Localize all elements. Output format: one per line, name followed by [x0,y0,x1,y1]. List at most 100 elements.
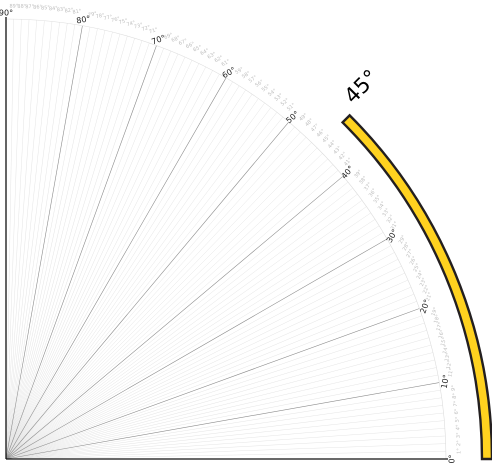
major-ray [5,308,420,460]
minor-tick-label: 34° [377,200,387,211]
minor-ray [5,131,301,460]
minor-ray [5,20,37,460]
minor-tick-label: 75° [118,18,129,26]
minor-tick-label: 8° [452,392,459,399]
minor-ray [5,24,76,460]
minor-ray [5,206,367,460]
minor-ray [5,225,380,460]
minor-tick-label: 35° [372,194,382,205]
minor-tick-label: 38° [358,175,368,186]
minor-ray [5,153,323,460]
minor-ray [5,212,371,460]
minor-tick-label: 1° [456,448,462,454]
minor-tick-label: 72° [141,24,152,33]
minor-ray [5,98,259,460]
minor-tick-label: 78° [95,12,105,20]
major-tick-label: 20° [418,298,431,314]
minor-tick-labels: 1°2°3°4°5°6°7°8°9°11°12°13°14°15°16°17°1… [9,3,462,454]
minor-ray [5,60,193,460]
minor-ray [5,435,446,460]
minor-tick-label: 14° [442,344,450,355]
minor-tick-label: 64° [199,47,210,56]
minor-ray [5,32,113,460]
minor-ray [5,19,30,460]
minor-tick-label: 89° [9,3,18,9]
minor-tick-label: 13° [444,352,452,362]
minor-ray [5,412,444,460]
minor-tick-label: 76° [111,16,122,24]
minor-ray [5,301,417,460]
minor-ray [5,232,384,460]
minor-ray [5,181,349,460]
minor-ray [5,50,172,460]
minor-ray [5,21,53,460]
minor-tick-label: 71° [148,27,159,36]
minor-tick-label: 52° [280,97,291,107]
minor-ray [5,164,334,460]
minor-ray [5,70,213,460]
minor-ray [5,66,206,460]
minor-tick-label: 31° [390,220,400,231]
minor-ray [5,374,438,460]
minor-tick-label: 39° [353,169,364,180]
minor-rays [5,19,446,460]
highlight-angle-label: 45° [340,65,383,108]
minor-ray [5,315,423,460]
minor-ray [5,74,220,460]
minor-ray [5,219,376,460]
minor-ray [5,53,179,460]
major-ray [5,238,388,460]
minor-tick-label: 66° [185,41,196,50]
minor-ray [5,116,284,460]
minor-tick-label: 19° [431,306,440,317]
minor-tick-label: 87° [25,4,35,10]
minor-ray [5,102,265,460]
major-tick-label: 10° [440,374,451,390]
minor-tick-label: 85° [41,5,51,12]
major-rays [5,25,440,460]
major-ray [5,45,157,460]
minor-ray [5,94,253,460]
minor-tick-label: 67° [178,38,189,47]
highlight-arc-band [340,113,492,461]
minor-tick-label: 16° [438,329,446,340]
minor-ray [5,359,435,460]
minor-tick-label: 43° [332,145,343,156]
minor-tick-label: 23° [419,276,428,287]
minor-tick-label: 36° [368,187,378,198]
minor-ray [5,107,271,460]
minor-tick-label: 42° [338,151,349,162]
minor-tick-label: 53° [274,92,285,102]
minor-ray [5,30,106,460]
minor-ray [5,137,307,460]
minor-ray [5,252,395,460]
minor-ray [5,112,278,460]
major-tick-label: 80° [76,14,92,25]
minor-tick-label: 61° [221,58,232,68]
minor-tick-label: 65° [192,44,203,53]
minor-ray [5,23,68,460]
minor-ray [5,40,143,460]
major-ray [5,175,344,460]
minor-tick-label: 3° [456,432,462,438]
minor-tick-label: 45° [321,133,332,144]
minor-ray [5,286,412,460]
minor-tick-label: 32° [386,213,396,224]
minor-tick-label: 33° [381,207,391,218]
major-tick-label: 0° [448,454,457,463]
minor-tick-label: 44° [327,139,338,150]
minor-ray [5,38,135,460]
major-ray [5,77,227,460]
minor-ray [5,194,358,460]
minor-ray [5,397,442,460]
minor-ray [5,22,60,460]
minor-ray [5,420,445,460]
minor-tick-label: 81° [72,8,82,15]
minor-ray [5,352,433,460]
minor-ray [5,245,391,460]
minor-ray [5,42,150,460]
minor-tick-label: 29° [398,234,408,245]
minor-tick-label: 63° [207,51,218,61]
minor-tick-label: 73° [133,22,144,30]
minor-tick-label: 84° [49,5,59,12]
